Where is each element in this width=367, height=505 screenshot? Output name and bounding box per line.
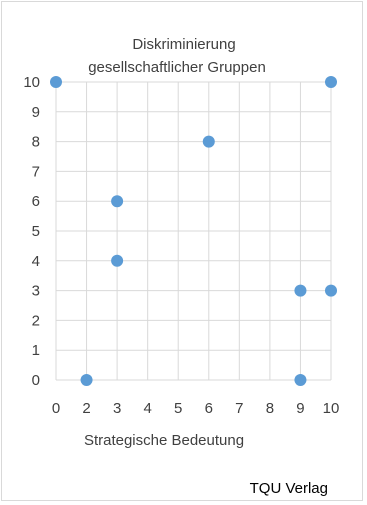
y-tick-label: 4 — [32, 253, 40, 270]
data-point — [325, 76, 337, 88]
y-tick-label: 3 — [32, 283, 40, 300]
data-point — [202, 135, 215, 148]
x-tick-label: 4 — [143, 400, 151, 417]
data-point — [111, 254, 124, 267]
y-tick-label: 10 — [23, 74, 40, 91]
data-point — [50, 76, 62, 88]
chart-title-line-2: gesellschaftlicher Gruppen — [88, 59, 266, 76]
data-point — [294, 374, 307, 386]
x-tick-label: 3 — [113, 400, 121, 417]
x-tick-label: 8 — [266, 400, 274, 417]
x-tick-label: 5 — [174, 400, 182, 417]
publisher-label: TQU Verlag — [250, 480, 328, 497]
y-tick-label: 8 — [32, 134, 40, 151]
y-tick-label: 2 — [32, 312, 40, 329]
y-tick-label: 0 — [32, 372, 40, 389]
y-tick-label: 1 — [32, 342, 40, 359]
x-tick-label: 6 — [205, 400, 213, 417]
chart-title-line-1: Diskriminierung — [132, 36, 235, 53]
data-points — [50, 76, 337, 386]
x-tick-label: 10 — [323, 400, 340, 417]
data-point — [80, 374, 93, 386]
x-tick-label: 2 — [82, 400, 90, 417]
x-tick-label: 9 — [296, 400, 304, 417]
y-tick-label: 5 — [32, 223, 40, 240]
x-tick-label: 7 — [235, 400, 243, 417]
y-tick-label: 6 — [32, 193, 40, 210]
gridlines — [55, 81, 332, 381]
y-tick-label: 9 — [32, 104, 40, 121]
x-tick-label: 0 — [52, 400, 60, 417]
data-point — [294, 284, 307, 297]
data-point — [111, 195, 124, 208]
y-tick-label: 7 — [32, 163, 40, 180]
y-axis-tick-labels: 0 1 2 3 4 5 6 7 8 9 10 — [23, 74, 40, 389]
x-axis-tick-labels: 0 2 3 4 5 6 7 8 9 10 — [52, 400, 340, 417]
x-axis-label: Strategische Bedeutung — [84, 432, 244, 449]
data-point — [325, 284, 337, 297]
